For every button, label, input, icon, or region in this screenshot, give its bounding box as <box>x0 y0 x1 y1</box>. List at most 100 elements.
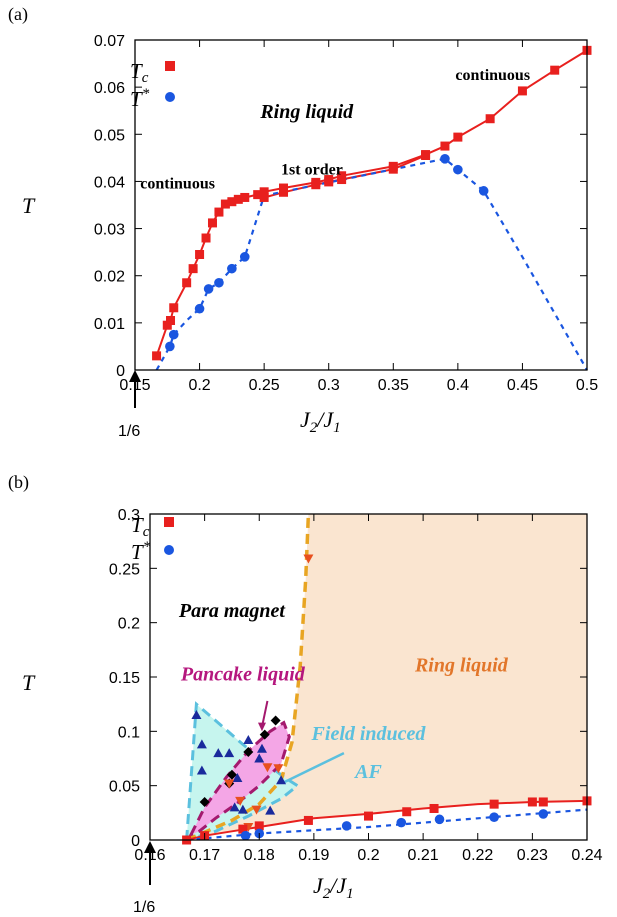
tc-point <box>303 815 313 825</box>
navy-triangle-point <box>229 802 240 812</box>
legend-b-tc-marker <box>164 517 174 527</box>
tstar-point <box>227 263 237 274</box>
y-tick-label: 0.01 <box>94 316 125 333</box>
tc-point <box>188 264 198 274</box>
black-diamond-point <box>199 796 210 807</box>
tc-point <box>253 190 263 200</box>
navy-triangle-point <box>237 804 248 814</box>
tc-point <box>214 207 224 217</box>
legend-tc-label: Tc <box>130 59 149 86</box>
tc-point <box>152 351 162 361</box>
orange-triangle-point <box>235 796 246 806</box>
tc-point <box>259 192 269 202</box>
annotation-pancake-liquid: Pancake liquid <box>180 663 306 685</box>
tc-point <box>169 303 179 313</box>
navy-triangle-point <box>254 753 265 763</box>
x-tick-label: 0.4 <box>447 377 469 394</box>
tc-point <box>440 141 450 151</box>
tstar-point <box>396 817 407 828</box>
annotation-af: AF <box>353 761 382 783</box>
tc-point <box>311 180 321 190</box>
x-tick-label: 0.45 <box>507 377 538 394</box>
tstar-point <box>434 814 445 825</box>
y-tick-label: 0.02 <box>94 269 125 286</box>
panel-a-ylabel: T <box>22 193 36 218</box>
annotation-1st-order: 1st order <box>281 161 343 178</box>
legend-tc-marker <box>165 61 175 71</box>
y-tick-label: 0 <box>116 363 125 380</box>
tstar-point <box>538 809 549 819</box>
annotation-continuous: continuous <box>455 67 530 84</box>
series-line-tstar <box>186 808 588 842</box>
tc-point <box>195 250 205 259</box>
y-tick-label: 0.06 <box>94 80 125 97</box>
annotation-ring-liquid: Ring liquid <box>259 101 354 123</box>
panel-b: (b) 0.16 0.17 0.18 0.19 0.2 0.21 0.22 0.23 0.240… <box>8 472 603 916</box>
panel-a: (a) 0.15 0.2 0.25 0.3 0.35 0.4 0.45 0.500.010.0… <box>8 4 598 440</box>
tc-point <box>207 218 217 228</box>
tc-point <box>517 86 527 96</box>
tstar-point <box>478 186 489 196</box>
tstar-point <box>194 303 205 314</box>
navy-triangle-point <box>276 775 287 785</box>
tc-point <box>324 177 334 187</box>
tstar-point <box>239 252 250 262</box>
tstar-point <box>440 154 450 164</box>
annotation-para-magnet: Para magnet <box>178 600 287 622</box>
tc-point <box>421 151 431 160</box>
tstar-point <box>240 830 251 841</box>
x-tick-label: 0.2 <box>188 377 210 394</box>
x-tick-label: 0.25 <box>249 377 280 394</box>
pancake-arrowhead <box>257 722 266 732</box>
navy-triangle-point <box>256 743 267 753</box>
black-diamond-point <box>226 769 237 780</box>
y-tick-label: 0.05 <box>94 127 125 144</box>
panel-a-legend: Tc T* <box>130 59 175 111</box>
x-tick-label: 0.17 <box>189 847 220 864</box>
tc-point <box>238 824 248 834</box>
tc-point <box>201 233 211 243</box>
tc-point <box>485 114 495 124</box>
tc-point <box>182 278 192 288</box>
panel-b-xlabel: J2/J1 <box>313 873 354 902</box>
orange-triangle-point <box>251 805 262 815</box>
af-arrow <box>283 751 345 784</box>
tc-point <box>388 164 398 174</box>
annotation-continuous: continuous <box>140 176 215 193</box>
legend-b-tstar-marker <box>164 545 174 555</box>
x-tick-label: 0.23 <box>517 847 548 864</box>
series-line-tc <box>155 49 588 357</box>
black-diamond-point <box>259 729 270 740</box>
x-tick-label: 0.3 <box>318 377 340 394</box>
orange-triangle-point <box>224 779 235 789</box>
panel-a-xlabel: J2/J1 <box>300 407 341 436</box>
panel-a-label: (a) <box>8 4 28 25</box>
x-tick-label: 0.21 <box>408 847 439 864</box>
tc-point <box>364 811 373 821</box>
navy-triangle-point <box>213 748 224 758</box>
y-tick-label: 0.03 <box>94 222 125 239</box>
annotation-ring-liquid: Ring liquid <box>414 655 509 677</box>
tc-point <box>240 192 250 202</box>
tstar-point <box>203 284 214 294</box>
tc-point <box>402 807 412 817</box>
navy-triangle-point <box>196 739 207 749</box>
panel-b-legend: Tc T* <box>131 513 174 564</box>
tc-point <box>279 187 289 197</box>
black-diamond-point <box>270 715 281 726</box>
tstar-point <box>214 277 224 288</box>
y-tick-label: 0.25 <box>109 561 140 578</box>
x-tick-label: 0.22 <box>462 847 493 864</box>
tc-point <box>227 197 237 207</box>
x-tick-label: 0.5 <box>576 377 598 394</box>
y-tick-label: 0.07 <box>94 33 125 50</box>
navy-triangle-point <box>243 735 254 745</box>
panel-b-marker-label: 1/6 <box>133 899 155 916</box>
tc-point <box>233 194 243 204</box>
tstar-point <box>453 164 463 175</box>
tc-point <box>337 175 347 185</box>
orange-triangle-point <box>273 764 284 774</box>
tc-point <box>550 65 560 75</box>
orange-triangle-point <box>303 554 314 564</box>
